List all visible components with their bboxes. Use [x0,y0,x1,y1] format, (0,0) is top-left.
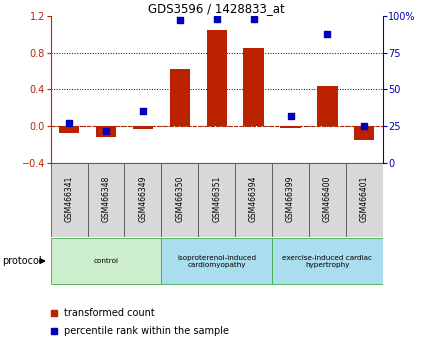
Text: GSM466348: GSM466348 [102,175,110,222]
Bar [206,30,227,126]
Text: GSM466401: GSM466401 [360,175,369,222]
Bar [280,126,301,128]
Bar [309,163,346,237]
Text: control: control [93,258,118,264]
Text: protocol: protocol [2,256,42,266]
Bar [125,163,161,237]
Text: GSM466394: GSM466394 [249,175,258,222]
Text: percentile rank within the sample: percentile rank within the sample [64,326,229,336]
Point [66,120,73,126]
Bar [346,163,383,237]
Text: GSM466341: GSM466341 [65,175,73,222]
Point [213,16,220,22]
Bar [243,48,264,126]
Bar [317,86,337,126]
Bar [272,238,383,284]
Bar [51,163,88,237]
Bar [59,126,79,132]
Text: isoproterenol-induced
cardiomyopathy: isoproterenol-induced cardiomyopathy [177,255,256,268]
Bar [354,126,374,140]
Bar [272,163,309,237]
Text: GSM466350: GSM466350 [175,175,184,222]
Text: transformed count: transformed count [64,308,154,318]
Point [139,109,147,114]
Bar [96,126,116,137]
Bar [88,163,125,237]
Point [250,16,257,22]
Point [324,31,331,36]
Bar [198,163,235,237]
Bar [51,238,161,284]
Bar [235,163,272,237]
Point [176,17,183,23]
Bar [161,238,272,284]
Text: GSM466399: GSM466399 [286,175,295,222]
Point [287,113,294,119]
Text: exercise-induced cardiac
hypertrophy: exercise-induced cardiac hypertrophy [282,255,372,268]
Point [103,128,110,133]
Bar [161,163,198,237]
Title: GDS3596 / 1428833_at: GDS3596 / 1428833_at [148,2,285,15]
Point [361,123,368,129]
Bar [170,69,190,126]
Bar [133,126,153,129]
Text: GSM466400: GSM466400 [323,175,332,222]
Text: GSM466349: GSM466349 [138,175,147,222]
Text: GSM466351: GSM466351 [212,175,221,222]
